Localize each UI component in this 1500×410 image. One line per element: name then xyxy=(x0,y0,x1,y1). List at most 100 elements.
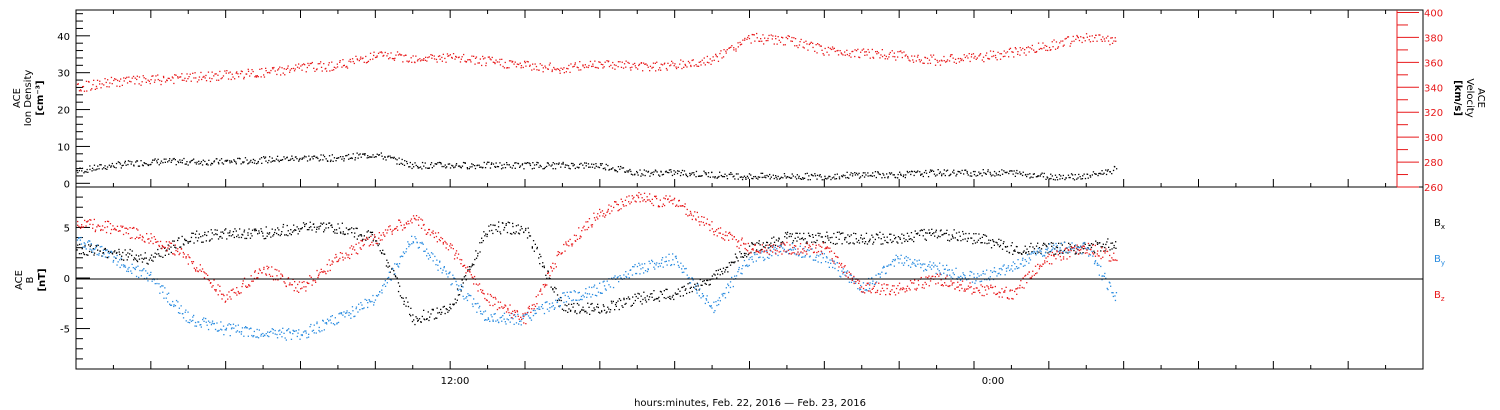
by-point xyxy=(179,312,181,314)
bz-point xyxy=(268,273,271,276)
by-point xyxy=(763,259,765,262)
density-point xyxy=(168,160,170,162)
density-point xyxy=(281,159,284,161)
by-point xyxy=(808,256,811,258)
bz-point xyxy=(682,205,684,207)
density-point xyxy=(798,177,800,179)
density-point xyxy=(674,171,677,173)
by-point xyxy=(821,251,823,253)
bx-point xyxy=(339,231,342,233)
velocity-point xyxy=(865,51,867,53)
velocity-point xyxy=(649,70,651,72)
bx-point xyxy=(886,236,888,238)
by-point xyxy=(903,262,906,264)
density-point xyxy=(1014,175,1016,177)
by-point xyxy=(479,310,482,312)
by-point xyxy=(377,294,380,296)
by-point xyxy=(96,244,98,246)
density-point xyxy=(464,162,466,164)
density-point xyxy=(313,155,315,157)
density-point xyxy=(998,170,1000,173)
bx-point xyxy=(554,286,556,289)
bx-point xyxy=(111,252,113,254)
bz-point xyxy=(391,231,393,233)
velocity-point xyxy=(733,47,735,49)
density-point xyxy=(316,156,318,158)
by-point xyxy=(804,256,806,258)
bz-point xyxy=(472,277,474,279)
bx-point xyxy=(813,241,815,243)
density-point xyxy=(175,164,177,166)
by-point xyxy=(909,258,911,261)
bx-point xyxy=(836,242,838,245)
bz-point xyxy=(535,296,537,298)
density-point xyxy=(144,162,146,165)
bz-point xyxy=(465,267,467,269)
bz-point xyxy=(514,311,516,313)
bx-point xyxy=(89,245,91,248)
by-point xyxy=(1016,267,1019,270)
velocity-point xyxy=(805,40,807,42)
by-point xyxy=(484,319,487,321)
bx-point xyxy=(351,232,353,234)
by-point xyxy=(241,327,244,329)
by-point xyxy=(379,291,381,293)
by-point xyxy=(833,260,835,262)
velocity-point xyxy=(786,38,789,40)
by-point xyxy=(468,294,471,296)
density-point xyxy=(1035,176,1038,178)
bx-point xyxy=(483,231,485,233)
velocity-point xyxy=(136,78,138,81)
by-point xyxy=(586,293,589,295)
bz-point xyxy=(125,232,127,234)
bx-point xyxy=(121,255,123,257)
velocity-point xyxy=(524,62,526,64)
velocity-point xyxy=(327,64,330,66)
by-point xyxy=(819,253,821,256)
bx-point xyxy=(631,304,633,306)
by-point xyxy=(794,248,797,250)
by-point xyxy=(189,319,191,321)
bx-point xyxy=(491,229,493,232)
density-point xyxy=(766,174,768,177)
bx-point xyxy=(815,241,817,244)
by-point xyxy=(746,264,748,266)
by-point xyxy=(423,250,425,252)
bx-point xyxy=(858,242,861,244)
by-point xyxy=(515,322,518,324)
velocity-point xyxy=(389,57,391,59)
velocity-point xyxy=(617,66,619,68)
velocity-point xyxy=(313,67,315,69)
by-point xyxy=(525,313,527,315)
bx-point xyxy=(913,240,915,243)
bx-point xyxy=(995,241,997,243)
density-point xyxy=(147,164,149,167)
velocity-point xyxy=(728,47,731,49)
density-point xyxy=(129,160,131,163)
by-point xyxy=(548,310,550,312)
by-point xyxy=(384,285,387,287)
density-point xyxy=(615,170,617,172)
velocity-point xyxy=(802,46,804,48)
bx-point xyxy=(226,238,228,240)
by-point xyxy=(791,242,793,245)
bz-point xyxy=(101,225,104,227)
velocity-point xyxy=(753,34,755,36)
by-point xyxy=(397,265,399,267)
velocity-point xyxy=(533,68,535,70)
density-point xyxy=(252,158,255,161)
bx-point xyxy=(95,245,98,247)
velocity-point xyxy=(1077,37,1079,39)
bz-point xyxy=(593,217,596,219)
bx-point xyxy=(853,243,855,245)
bx-point xyxy=(574,310,576,312)
by-point xyxy=(864,289,866,291)
density-point xyxy=(488,161,490,163)
by-point xyxy=(1029,259,1032,261)
bz-point xyxy=(129,227,131,229)
density-point xyxy=(295,156,297,158)
density-point xyxy=(351,157,353,160)
density-point xyxy=(761,172,764,174)
density-point xyxy=(873,175,875,177)
bz-point xyxy=(442,241,444,244)
